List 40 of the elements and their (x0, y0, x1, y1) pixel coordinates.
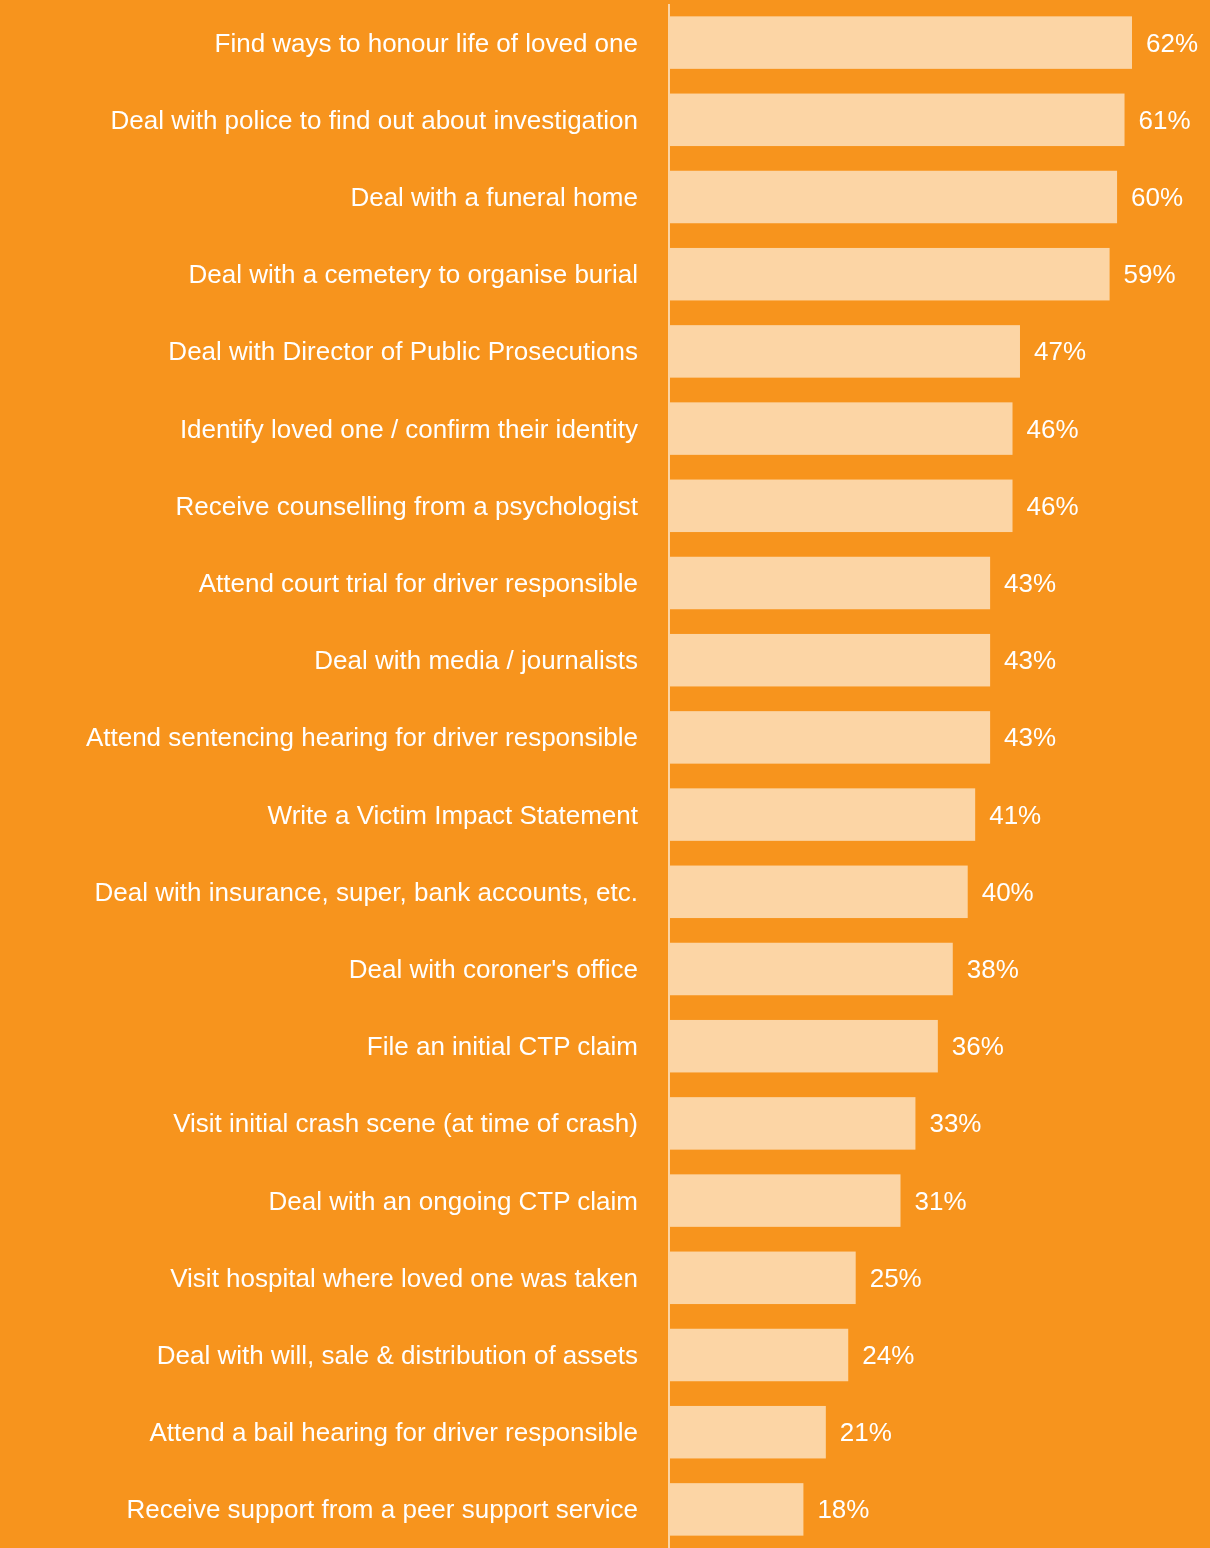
y-tick-label: Identify loved one / confirm their identity (179, 413, 638, 444)
data-label: 60% (1131, 182, 1184, 212)
y-tick-label: Visit hospital where loved one was taken (170, 1262, 638, 1293)
y-tick-label: Deal with police to find out about investigation (110, 104, 638, 135)
y-tick-label: Deal with insurance, super, bank accounts, etc. (94, 876, 638, 907)
y-tick-label: Receive counselling from a psychologist (175, 490, 639, 521)
y-tick-label: Attend court trial for driver responsible (198, 568, 638, 598)
y-tick-label: File an initial CTP claim (366, 1031, 638, 1062)
y-tick-label: Visit initial crash scene (at time of crash) (173, 1108, 638, 1139)
data-label: 36% (951, 1031, 1004, 1062)
y-tick-label: Attend sentencing hearing for driver responsible (85, 722, 638, 753)
data-label: 46% (1026, 413, 1079, 444)
data-label: 31% (914, 1185, 967, 1216)
y-tick-label: Deal with a funeral home (350, 182, 638, 212)
data-label: 24% (862, 1340, 915, 1370)
data-label: 18% (817, 1494, 870, 1525)
y-tick-label: Deal with media / journalists (314, 645, 638, 676)
y-tick-label: Deal with coroner's office (348, 954, 638, 984)
data-label: 43% (1004, 568, 1057, 598)
y-tick-label: Write a Victim Impact Statement (267, 799, 639, 830)
data-label: 62% (1146, 27, 1199, 58)
data-label: 33% (929, 1108, 982, 1139)
data-label: 25% (869, 1262, 922, 1293)
data-label: 59% (1123, 259, 1176, 290)
y-tick-label: Deal with a cemetery to organise burial (188, 259, 638, 290)
y-tick-label: Deal with an ongoing CTP claim (268, 1185, 638, 1216)
data-label: 46% (1026, 490, 1079, 521)
y-tick-label: Deal with will, sale & distribution of assets (156, 1340, 638, 1370)
y-tick-label: Receive support from a peer support service (126, 1494, 638, 1525)
data-label: 47% (1033, 336, 1087, 367)
y-tick-label: Find ways to honour life of loved one (214, 27, 638, 58)
data-label: 38% (966, 954, 1019, 984)
data-label: 43% (1004, 722, 1057, 753)
y-tick-label: Deal with Director of Public Prosecutions (168, 336, 638, 367)
y-tick-label: Attend a bail hearing for driver responsible (149, 1417, 638, 1448)
data-label: 43% (1004, 645, 1057, 676)
data-label: 61% (1138, 104, 1191, 135)
data-label: 40% (981, 876, 1034, 907)
data-label: 41% (989, 799, 1042, 830)
data-label: 21% (839, 1417, 892, 1448)
